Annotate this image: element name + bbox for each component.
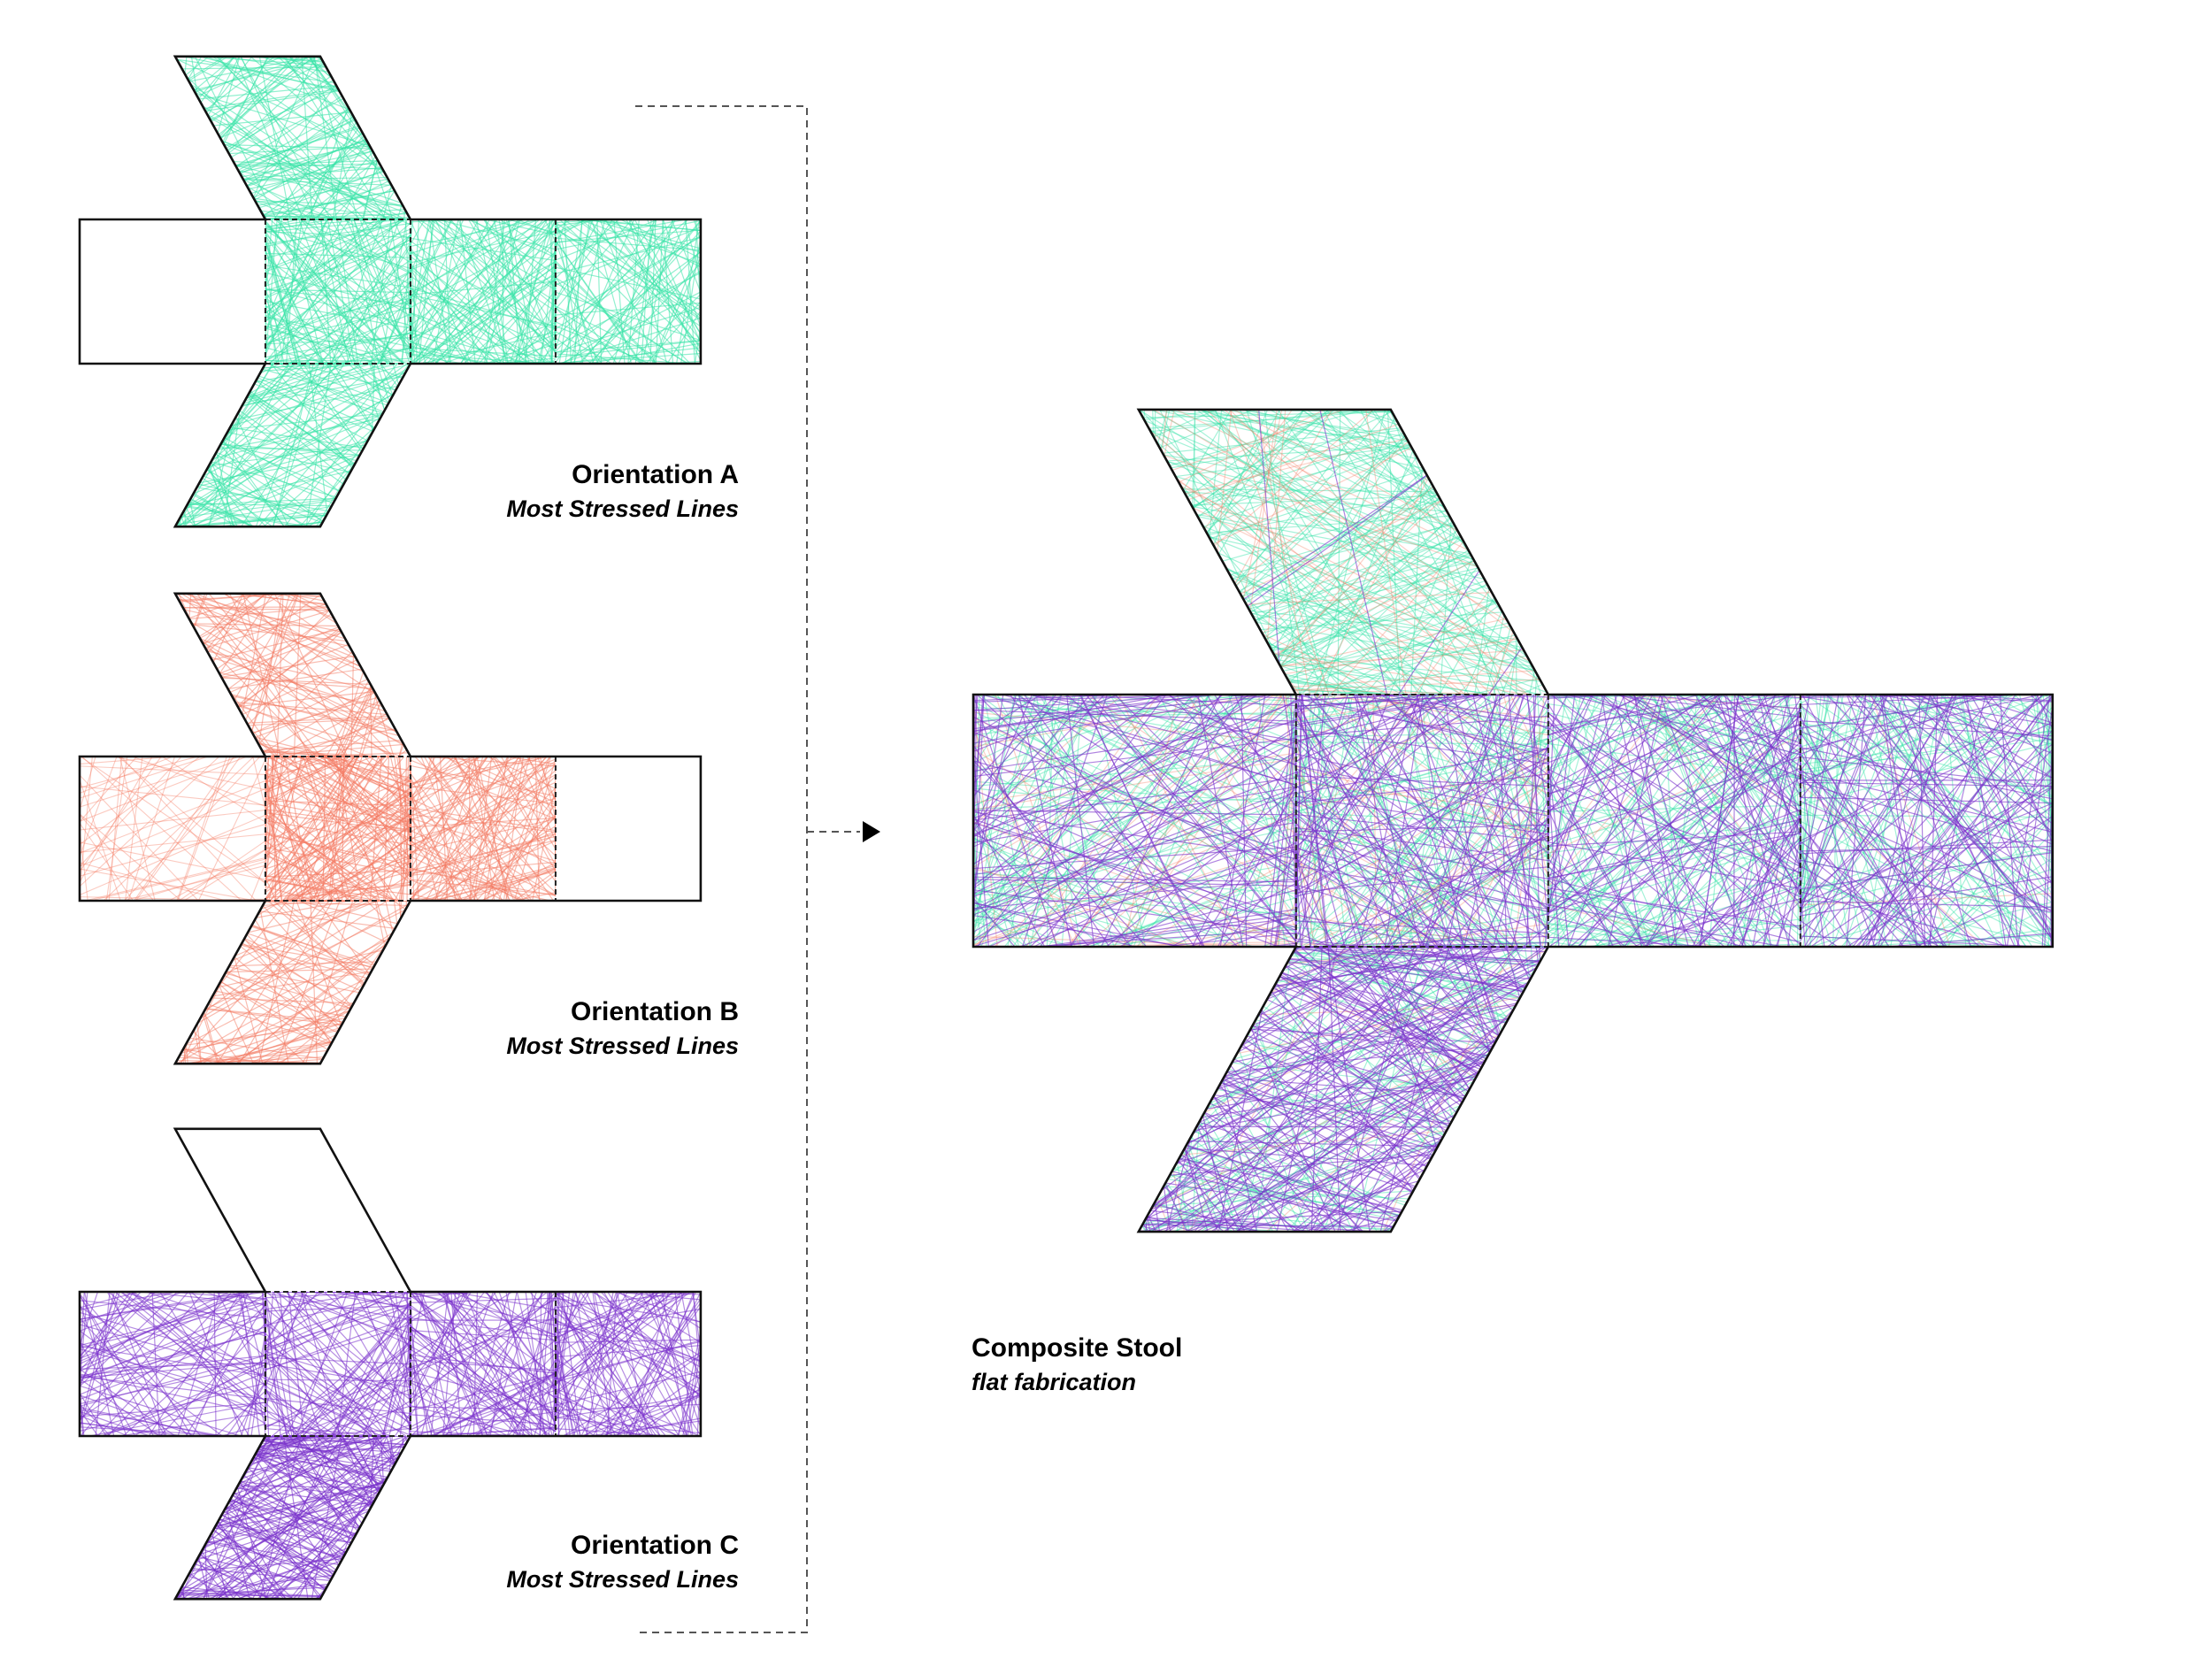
stress-lines [410, 1292, 556, 1436]
stress-lines [174, 56, 411, 220]
orientation-b-subtitle: Most Stressed Lines [506, 1033, 739, 1059]
stress-lines [410, 219, 556, 364]
stress-lines [1800, 695, 2053, 947]
stress-lines [174, 593, 411, 757]
orientation-a-subtitle: Most Stressed Lines [506, 495, 739, 522]
arrow-head-icon [863, 821, 880, 842]
stress-lines [265, 219, 411, 364]
bracket-connector [635, 105, 880, 1633]
stress-lines [1548, 695, 1801, 947]
orientation-b-net [78, 592, 703, 1065]
stress-lines [174, 364, 411, 527]
orientation-a-net [78, 55, 703, 528]
stress-lines [1138, 409, 1548, 695]
composite-subtitle: flat fabrication [972, 1369, 1137, 1395]
orientation-a-title: Orientation A [572, 460, 739, 489]
stress-lines [1295, 695, 1548, 947]
orientation-b-title: Orientation B [570, 997, 739, 1026]
orientation-c-net [78, 1127, 703, 1601]
stress-lines [410, 757, 556, 901]
stress-lines [555, 219, 701, 364]
stress-lines [1138, 409, 1548, 695]
stress-lines [555, 1292, 701, 1436]
composite-title: Composite Stool [972, 1333, 1183, 1363]
stress-lines [973, 695, 1296, 947]
stress-lines [80, 1292, 265, 1436]
stress-lines [265, 757, 411, 901]
orientation-c-subtitle: Most Stressed Lines [506, 1566, 739, 1593]
composite-stool-net [972, 408, 2055, 1233]
orientation-c-title: Orientation C [570, 1531, 739, 1560]
stress-lines [1138, 409, 1548, 695]
stress-lines [174, 1436, 411, 1600]
stress-lines [80, 757, 265, 901]
stress-lines [265, 1292, 411, 1436]
stress-lines [174, 901, 411, 1064]
